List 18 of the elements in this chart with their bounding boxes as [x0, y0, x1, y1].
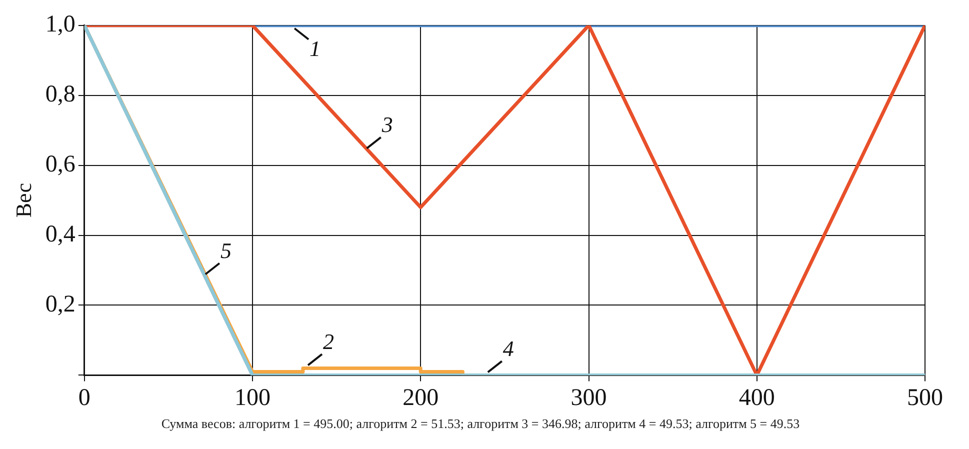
annotation: 3	[380, 112, 393, 138]
y-tick-label: 0,8	[45, 82, 76, 108]
text: Сумма весов: алгоритм 1 = 495.00; алгоритм 2 = 51.53; алгоритм 3 = 346.98; алгоритм 4 = 49.53; алгоритм 5 = 49.53	[160, 416, 801, 432]
y-axis-title: Вес	[10, 182, 36, 218]
y-tick-label: 0,4	[45, 222, 76, 248]
x-tick-label: 300	[570, 384, 607, 411]
annotation: 2	[323, 328, 334, 354]
annotation: 5	[220, 238, 232, 264]
x-tick-label: 200	[402, 384, 439, 411]
x-tick-label: 500	[907, 384, 943, 411]
annotation: 1	[310, 36, 321, 62]
x-tick-label: 0	[78, 384, 90, 411]
y-tick-label: 0,2	[45, 292, 76, 318]
y-tick-label: 0,6	[45, 152, 76, 178]
annotation: 4	[502, 336, 514, 361]
x-tick-label: 100	[234, 384, 271, 411]
y-tick-label: 1,0	[45, 12, 76, 38]
x-tick-label: 400	[738, 384, 775, 411]
